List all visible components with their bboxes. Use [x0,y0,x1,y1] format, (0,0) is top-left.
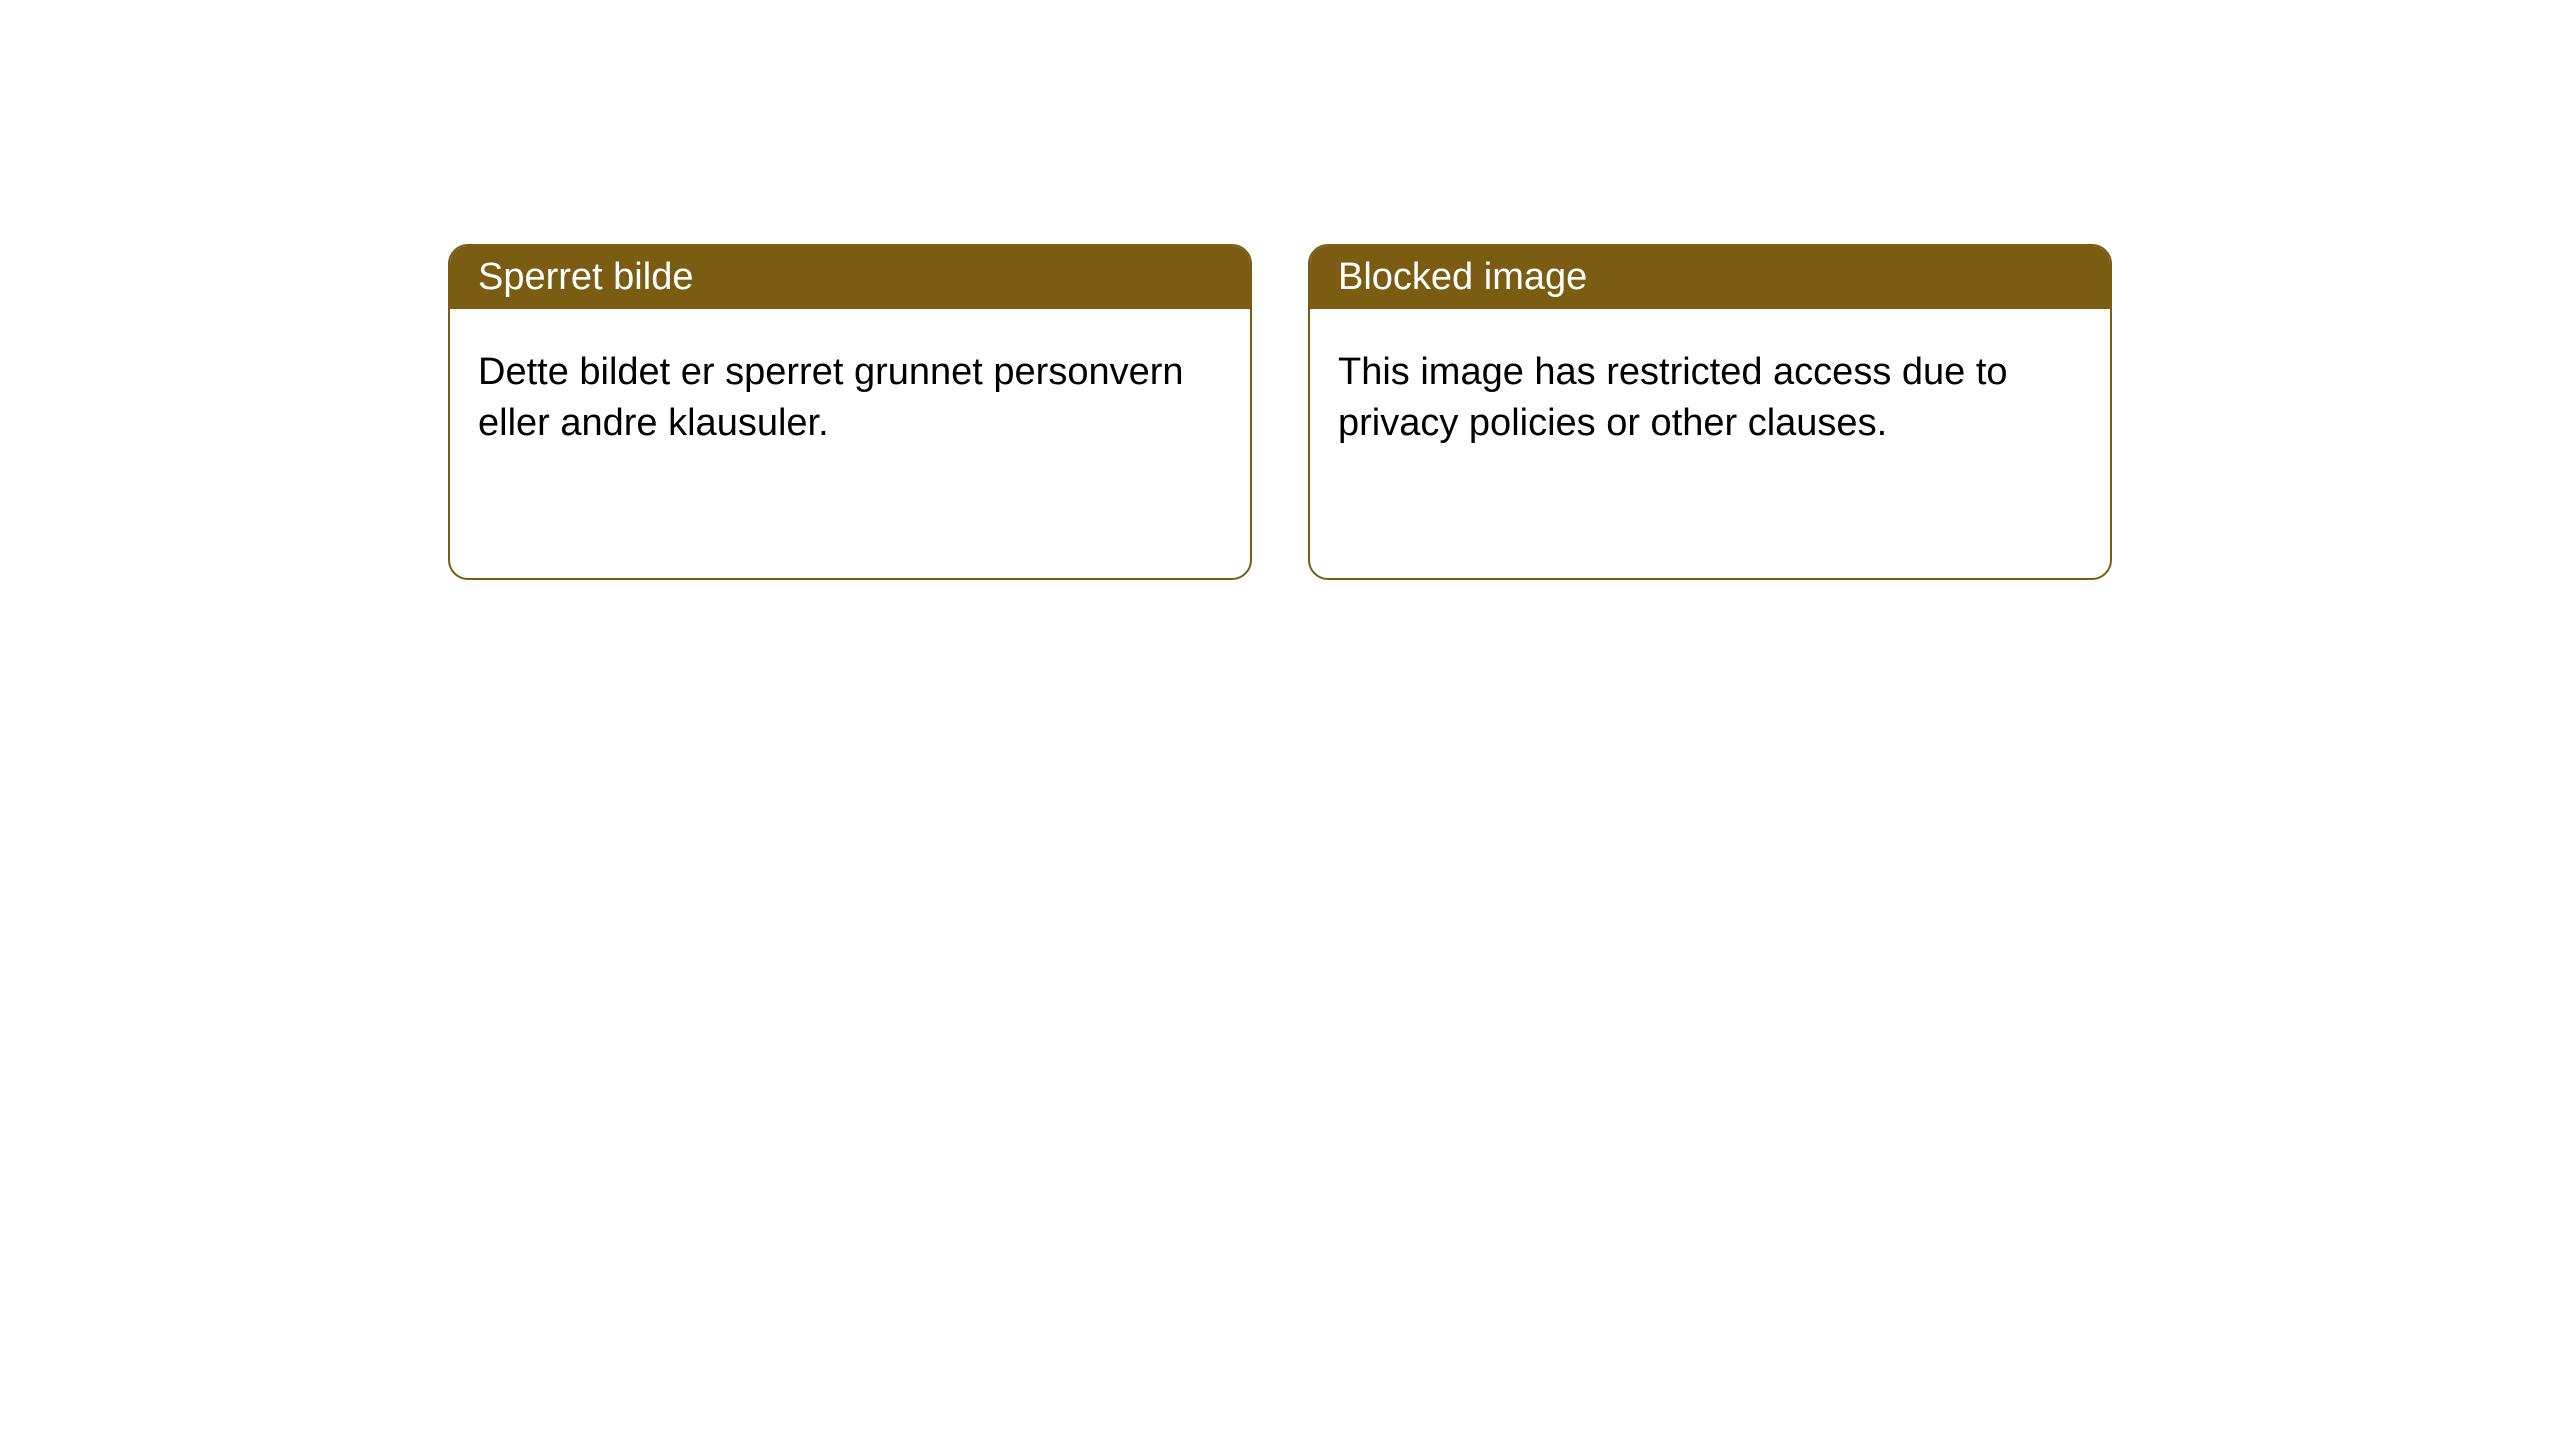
notice-body: This image has restricted access due to … [1310,309,2110,488]
notice-card-english: Blocked image This image has restricted … [1308,244,2112,580]
notice-container: Sperret bilde Dette bildet er sperret gr… [0,0,2560,580]
notice-title: Sperret bilde [450,246,1250,309]
notice-title: Blocked image [1310,246,2110,309]
notice-card-norwegian: Sperret bilde Dette bildet er sperret gr… [448,244,1252,580]
notice-body: Dette bildet er sperret grunnet personve… [450,309,1250,488]
